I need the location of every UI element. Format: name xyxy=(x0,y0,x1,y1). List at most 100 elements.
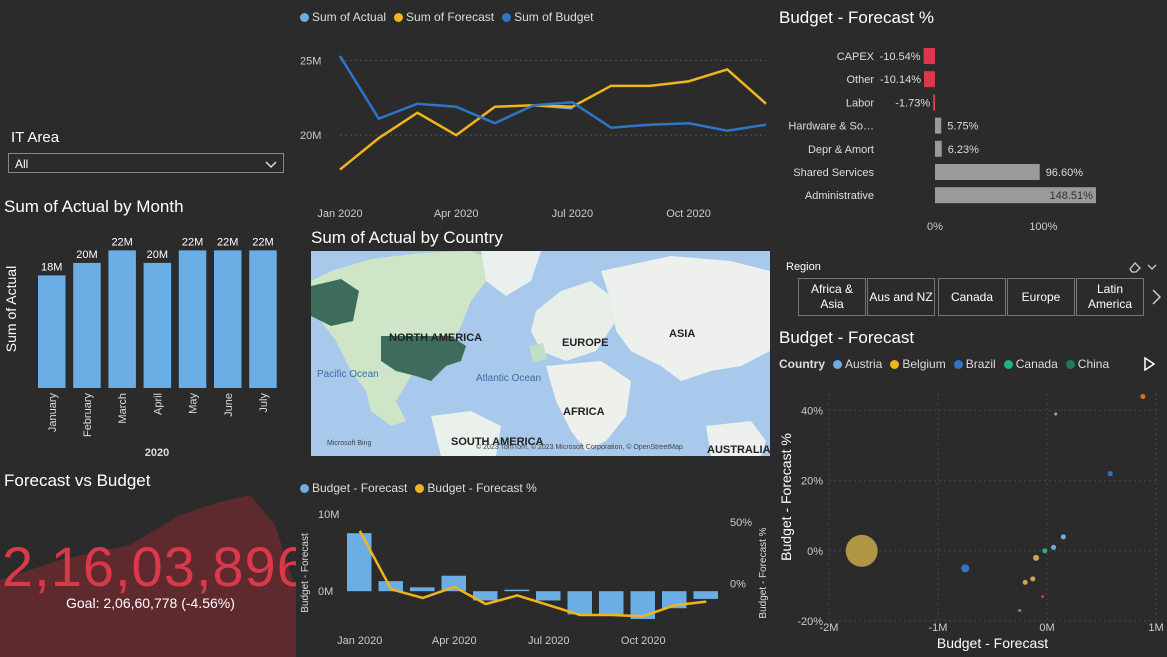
scatter-point xyxy=(1060,534,1066,540)
bar xyxy=(38,275,66,388)
data-label: -1.73% xyxy=(895,97,930,109)
south-america-landmass xyxy=(431,411,501,456)
scatter-point xyxy=(1107,471,1113,477)
y-tick-label: 20% xyxy=(801,476,823,488)
x-tick-label: Jan 2020 xyxy=(337,635,382,647)
legend-budget-forecast-pct[interactable]: Budget - Forecast % xyxy=(415,481,537,495)
map-title: Sum of Actual by Country xyxy=(311,228,503,247)
budget-forecast-scatter-chart[interactable]: 40% 20% 0% -20%-2M -1M 0M 1M Budget - Forecast B… xyxy=(774,385,1167,655)
region-button-europe[interactable]: Europe xyxy=(1007,278,1075,316)
region-label: Region xyxy=(786,261,821,273)
data-label: 6.23% xyxy=(948,144,979,156)
actual-by-month-title: Sum of Actual by Month xyxy=(4,197,184,216)
chevron-down-icon[interactable] xyxy=(1146,260,1158,278)
y-tick-label: 40% xyxy=(801,406,823,418)
legend-budget[interactable]: Sum of Budget xyxy=(502,10,593,24)
y-tick-label: 0% xyxy=(807,546,823,558)
bar xyxy=(599,591,624,615)
x-axis-label: 2020 xyxy=(145,447,169,459)
y-right-tick-label: 0% xyxy=(730,578,746,590)
chevron-down-icon xyxy=(265,154,277,179)
play-icon[interactable] xyxy=(1143,356,1156,376)
kpi-trend-area xyxy=(0,495,296,657)
x-tick-label: July xyxy=(258,393,270,413)
legend-budget-forecast[interactable]: Budget - Forecast xyxy=(300,481,407,495)
x-tick-label: January xyxy=(47,393,59,433)
scatter-legend-item[interactable]: China xyxy=(1065,357,1109,371)
it-area-dropdown[interactable]: All xyxy=(8,153,284,173)
region-button-canada[interactable]: Canada xyxy=(938,278,1006,316)
scatter-legend-item[interactable]: Belgium xyxy=(890,357,946,371)
line-chart-legend: Sum of Actual Sum of Forecast Sum of Bud… xyxy=(300,10,593,24)
x-tick-label: April xyxy=(152,393,164,415)
bar xyxy=(473,591,498,601)
data-label: 20M xyxy=(147,249,168,261)
eraser-icon[interactable] xyxy=(1128,260,1142,279)
y-left-axis-label: Budget - Forecast xyxy=(300,533,311,613)
kpi-card[interactable]: Forecast vs Budget 2,16,03,896 Goal: 2,0… xyxy=(0,470,296,657)
legend-dot xyxy=(890,360,900,370)
scatter-legend-title: Country xyxy=(779,357,825,371)
y-axis-label: Budget - Forecast % xyxy=(778,433,794,561)
asia-landmass xyxy=(601,256,770,381)
x-tick-label: June xyxy=(223,393,235,417)
legend-label: Brazil xyxy=(965,357,996,371)
data-label: 22M xyxy=(252,236,273,248)
greenland xyxy=(481,251,541,296)
category-label: Administrative xyxy=(805,190,874,202)
kpi-goal: Goal: 2,06,60,778 (-4.56%) xyxy=(66,595,235,611)
bar xyxy=(924,71,935,88)
bar xyxy=(923,48,935,64)
legend-dot xyxy=(1065,360,1075,370)
category-label: Labor xyxy=(846,97,874,109)
data-label: 22M xyxy=(217,236,238,248)
legend-forecast[interactable]: Sum of Forecast xyxy=(394,10,494,24)
data-label: 18M xyxy=(41,261,62,273)
x-tick-label: May xyxy=(188,393,200,414)
scatter-legend-item[interactable]: Austria xyxy=(833,357,882,371)
region-button-aus-nz[interactable]: Aus and NZ xyxy=(867,278,935,316)
legend-dot xyxy=(953,360,963,370)
y-axis-label: Sum of Actual xyxy=(3,266,19,352)
region-button-africa-asia[interactable]: Africa & Asia xyxy=(798,278,866,316)
data-label: 5.75% xyxy=(947,121,978,133)
map-label-europe: EUROPE xyxy=(562,337,608,349)
europe-landmass xyxy=(531,281,616,361)
data-label: 20M xyxy=(76,249,97,261)
scatter-legend-item[interactable]: Brazil xyxy=(953,357,996,371)
chevron-right-icon[interactable] xyxy=(1150,288,1162,311)
scatter-point xyxy=(1033,554,1040,561)
world-map[interactable]: NORTH AMERICA EUROPE ASIA AFRICA SOUTH A… xyxy=(311,251,770,456)
data-label: -10.54% xyxy=(880,51,921,63)
map-label-north-america: NORTH AMERICA xyxy=(389,332,482,344)
bar xyxy=(441,575,466,592)
scatter-point xyxy=(845,534,878,567)
data-label: 22M xyxy=(111,236,132,248)
map-label-africa: AFRICA xyxy=(563,406,605,418)
actual-forecast-budget-line-chart[interactable]: 25M 20M Jan 2020 Apr 2020 Jul 2020 Oct 2020 xyxy=(296,30,772,225)
budget-forecast-pct-bar-chart[interactable]: CAPEX -10.54% Other -10.14% Labor -1.73% Hardw… xyxy=(778,40,1118,240)
africa-landmass xyxy=(546,361,631,451)
bar xyxy=(567,591,592,615)
bar xyxy=(73,262,101,388)
y-right-tick-label: 50% xyxy=(730,517,752,529)
y-tick-label: 25M xyxy=(300,55,321,67)
map-label-asia: ASIA xyxy=(669,328,695,340)
map-label-south-america: SOUTH AMERICA xyxy=(451,436,544,448)
it-area-label: IT Area xyxy=(11,129,60,146)
scatter-legend-item[interactable]: Canada xyxy=(1003,357,1058,371)
actual-by-month-bar-chart[interactable]: 18M January 20M February 22M March 20M April 22M… xyxy=(0,225,292,463)
scatter-point xyxy=(1051,544,1057,550)
kpi-value: 2,16,03,896 xyxy=(2,535,296,598)
legend-actual[interactable]: Sum of Actual xyxy=(300,10,386,24)
scatter-point xyxy=(1054,412,1058,416)
map-attribution: © 2023 TomTom, © 2023 Microsoft Corporat… xyxy=(476,443,683,451)
legend-label: Belgium xyxy=(902,357,946,371)
scatter-title: Budget - Forecast xyxy=(779,328,915,347)
bar xyxy=(347,533,372,592)
x-tick-label: -2M xyxy=(820,622,839,634)
region-button-latin-america[interactable]: Latin America xyxy=(1076,278,1144,316)
scatter-point xyxy=(1030,576,1036,582)
category-label: CAPEX xyxy=(837,51,875,63)
budget-forecast-combo-chart[interactable]: 10M 0M 50% 0% Budget - Forecast Budget - Fore… xyxy=(296,498,772,656)
